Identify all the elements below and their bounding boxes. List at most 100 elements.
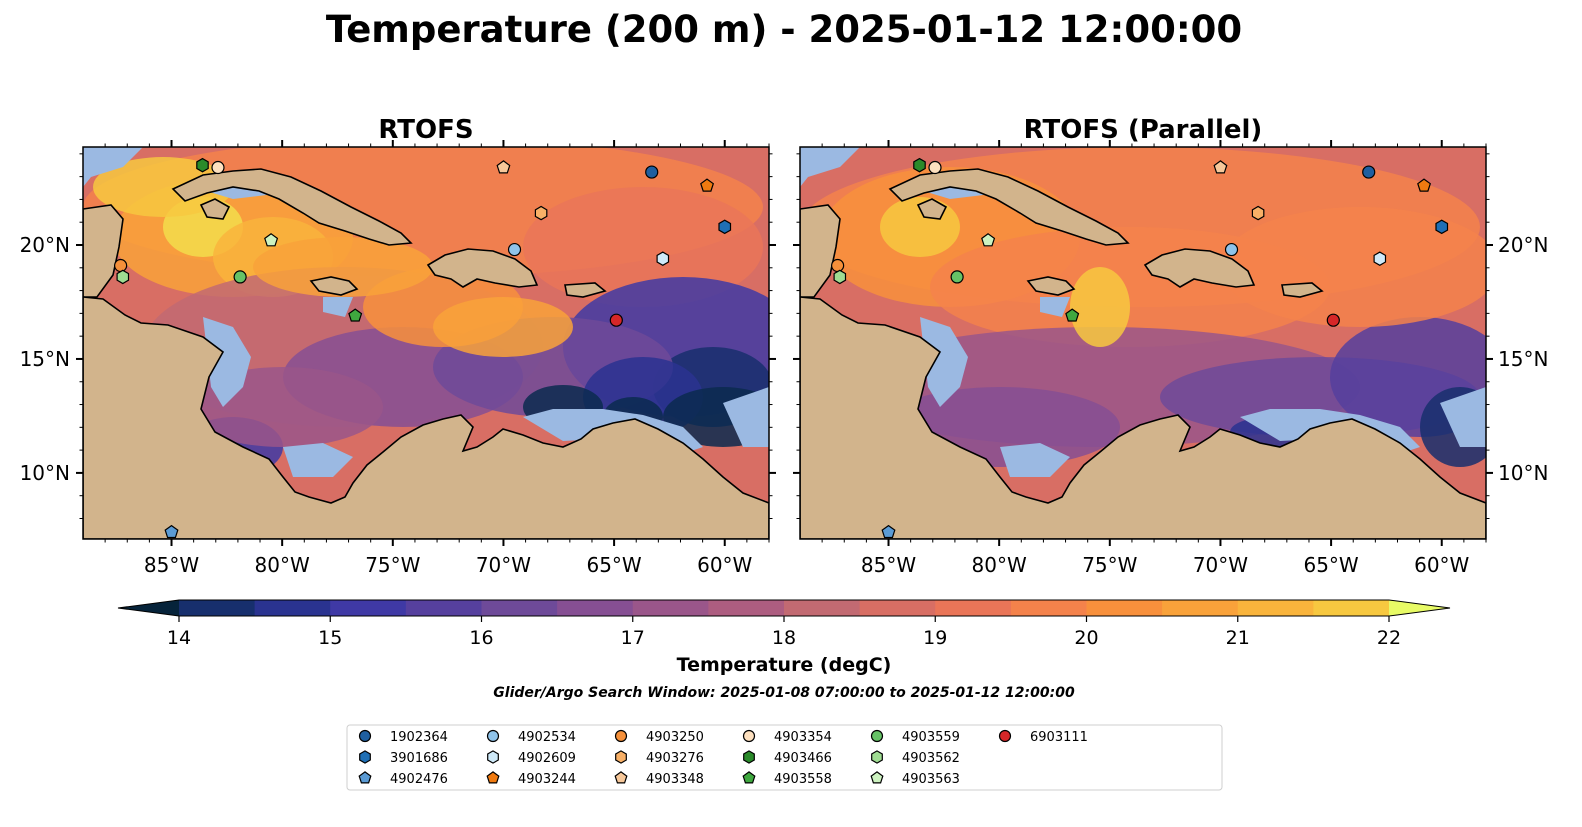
lon-label: 75°W <box>1082 553 1137 577</box>
colorbar-segment <box>557 600 634 616</box>
colorbar-tick-label: 14 <box>167 627 191 649</box>
float-marker-3901686 <box>718 219 732 235</box>
float-marker-4903562 <box>116 269 130 285</box>
lon-label: 65°W <box>586 553 641 577</box>
float-marker-4903559 <box>950 270 964 284</box>
legend-item: 4903276 <box>615 750 704 766</box>
float-marker-4902609 <box>656 251 670 266</box>
legend-label: 4903348 <box>646 772 704 787</box>
temperature-contour <box>1070 267 1130 347</box>
temperature-contour <box>93 157 233 217</box>
float-marker-4903466 <box>196 157 209 173</box>
legend-item: 4903559 <box>870 729 960 745</box>
legend-marker-4903276 <box>615 750 627 764</box>
legend-item: 4902609 <box>487 750 576 766</box>
lat-label-right: 20°N <box>1498 233 1548 257</box>
lon-label: 70°W <box>1193 553 1248 577</box>
float-marker-3901686 <box>1435 219 1449 235</box>
legend-marker-4903562 <box>871 750 883 764</box>
colorbar-segment <box>859 600 936 616</box>
float-marker-4903276 <box>534 205 548 221</box>
colorbar-over-extend <box>1389 600 1450 616</box>
legend-marker-4903559 <box>870 729 884 743</box>
colorbar-segment <box>1162 600 1239 616</box>
legend-item: 4903558 <box>742 771 832 787</box>
float-marker-6903111 <box>609 313 623 327</box>
legend-marker-4903466 <box>743 750 755 764</box>
float-marker-4903563 <box>264 233 279 247</box>
legend-item: 1902364 <box>358 729 448 745</box>
map-ticks <box>793 140 1493 546</box>
legend-label: 4903562 <box>902 751 960 766</box>
legend-item: 4902534 <box>486 729 576 745</box>
lat-label-right: 15°N <box>1498 347 1548 371</box>
colorbar: 14 15 16 17 18 19 20 21 22 <box>117 599 1451 649</box>
temperature-contour <box>433 297 573 357</box>
legend-label: 3901686 <box>390 751 448 766</box>
float-marker-4902609 <box>1373 251 1387 266</box>
axis-labels: 85°W 80°W 75°W 70°W 65°W 60°W 85°W 80°W 75°W 70°W… <box>20 233 1549 577</box>
figure-title: Temperature (200 m) - 2025-01-12 12:00:0… <box>326 8 1242 51</box>
float-marker-4903250 <box>831 258 845 273</box>
temperature-contour <box>253 237 433 297</box>
float-marker-4902476 <box>164 524 179 539</box>
legend-item: 4903244 <box>486 771 576 787</box>
lon-label: 60°W <box>697 553 752 577</box>
colorbar-segment <box>179 600 256 616</box>
legend-marker-4903244 <box>486 771 500 784</box>
float-marker-4902534 <box>507 242 522 257</box>
float-marker-4903244 <box>1417 178 1432 192</box>
float-marker-4903562 <box>833 269 847 285</box>
legend-label: 4903244 <box>518 772 576 787</box>
map-panel-rtofs <box>76 140 776 546</box>
lon-label: 80°W <box>255 553 310 577</box>
lon-label: 65°W <box>1303 553 1358 577</box>
legend-label: 4902609 <box>518 751 576 766</box>
lat-label-left: 15°N <box>20 347 70 371</box>
lon-label: 85°W <box>144 553 199 577</box>
colorbar-tick-label: 15 <box>318 627 342 649</box>
colorbar-segment <box>1313 600 1390 616</box>
legend-marker-6903111 <box>998 729 1012 743</box>
lon-label: 70°W <box>476 553 531 577</box>
colorbar-segment <box>1010 600 1087 616</box>
colorbar-segment <box>1237 600 1314 616</box>
float-marker-6903111 <box>1326 313 1340 327</box>
map-frame <box>82 146 770 540</box>
legend-marker-4903563 <box>870 771 884 784</box>
float-marker-4903244 <box>700 178 715 192</box>
colorbar-segment <box>330 600 407 616</box>
panel-title-right: RTOFS (Parallel) <box>1024 115 1263 145</box>
colorbar-tick-label: 18 <box>772 627 796 649</box>
lon-label: 75°W <box>365 553 420 577</box>
colorbar-tick-label: 21 <box>1226 627 1250 649</box>
float-marker-4903348 <box>1213 160 1228 174</box>
lat-label-left: 20°N <box>20 233 70 257</box>
legend-label: 4903250 <box>646 730 704 745</box>
lat-label-left: 10°N <box>20 461 70 485</box>
legend-item: 4903562 <box>871 750 960 766</box>
colorbar-tick-label: 17 <box>621 627 645 649</box>
colorbar-segment <box>708 600 785 616</box>
colorbar-under-extend <box>118 600 179 616</box>
legend-label: 4902534 <box>518 730 576 745</box>
map-ticks <box>76 140 776 546</box>
legend-item: 4903466 <box>743 750 832 766</box>
legend-marker-4903348 <box>614 771 628 784</box>
legend-label: 4903466 <box>774 751 832 766</box>
colorbar-segment <box>632 600 709 616</box>
float-marker-4903559 <box>233 270 247 284</box>
map-panel-rtofs-parallel <box>793 140 1493 546</box>
colorbar-segment <box>935 600 1012 616</box>
float-marker-4903354 <box>928 160 942 175</box>
legend-item: 4903563 <box>870 771 960 787</box>
legend-marker-4903250 <box>614 729 628 743</box>
map-frame <box>799 146 1487 540</box>
float-marker-4903354 <box>211 160 225 175</box>
legend-item: 4903354 <box>742 729 832 745</box>
float-marker-1902364 <box>1362 165 1376 179</box>
legend-label: 4903563 <box>902 772 960 787</box>
lon-label: 85°W <box>861 553 916 577</box>
colorbar-segment <box>784 600 861 616</box>
